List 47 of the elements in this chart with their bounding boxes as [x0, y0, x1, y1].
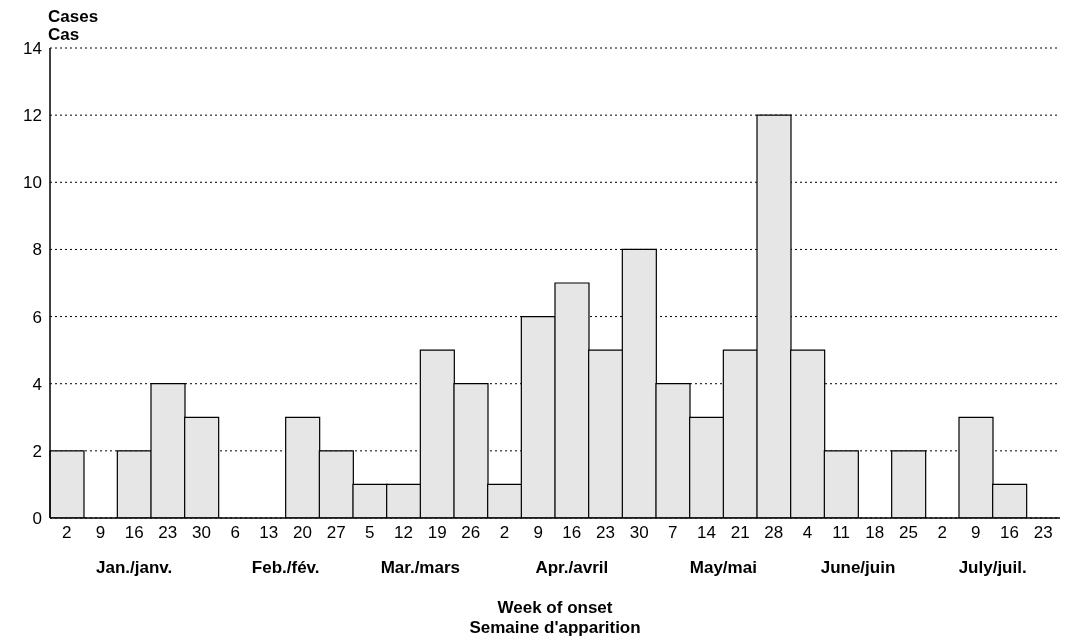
x-tick-label: 30	[629, 523, 649, 543]
x-tick-label: 20	[293, 523, 312, 543]
y-tick-label: 14	[23, 39, 42, 59]
x-tick-label: 14	[697, 523, 716, 543]
x-tick-label: 9	[95, 523, 106, 543]
y-tick-label: 8	[32, 240, 42, 260]
x-tick-label: 5	[365, 523, 375, 543]
x-tick-label: 9	[533, 523, 543, 543]
text: Feb./fév.	[251, 558, 320, 578]
x-tick-label: 2	[937, 523, 947, 543]
x-tick-label: 23	[1033, 523, 1053, 543]
y-tick-label: 6	[32, 307, 42, 327]
text: Mar./mars	[380, 558, 461, 578]
x-tick-label: 18	[865, 523, 885, 543]
x-tick-label: 7	[668, 523, 678, 543]
x-tick-label: 16	[562, 523, 582, 543]
text: May/mai	[689, 558, 757, 578]
x-tick-label: 16	[1000, 523, 1019, 543]
x-tick-label: 2	[499, 523, 510, 543]
x-tick-label: 16	[124, 523, 144, 543]
x-tick-label: 11	[832, 523, 850, 543]
y-tick-label: 2	[32, 441, 42, 461]
x-tick-label: 25	[899, 523, 918, 543]
y-tick-label: 4	[32, 374, 42, 394]
x-axis-title: Week of onset Semaine d'apparition	[468, 598, 642, 638]
x-tick-label: 23	[158, 523, 178, 543]
y-tick-label: 0	[32, 509, 42, 529]
text: June/juin	[820, 558, 896, 578]
x-tick-label: 6	[230, 523, 240, 543]
x-tick-label: 30	[192, 523, 211, 543]
x-tick-label: 23	[596, 523, 615, 543]
x-tick-label: 13	[259, 523, 279, 543]
x-tick-label: 26	[461, 523, 481, 543]
x-tick-label: 4	[802, 523, 813, 543]
text: Apr./avril	[535, 558, 609, 578]
y-axis-title: Cases Cas	[48, 7, 99, 44]
x-tick-label: 2	[62, 523, 72, 543]
x-tick-label: 12	[394, 523, 413, 543]
x-tick-label: 19	[427, 523, 447, 543]
y-tick-label: 12	[23, 106, 42, 126]
x-tick-label: 27	[326, 523, 346, 543]
y-tick-label: 10	[23, 173, 42, 193]
text: Jan./janv.	[96, 558, 173, 578]
x-tick-label: 21	[730, 523, 750, 543]
x-tick-label: 9	[971, 523, 981, 543]
text: July/juil.	[958, 558, 1027, 578]
x-tick-label: 28	[764, 523, 784, 543]
